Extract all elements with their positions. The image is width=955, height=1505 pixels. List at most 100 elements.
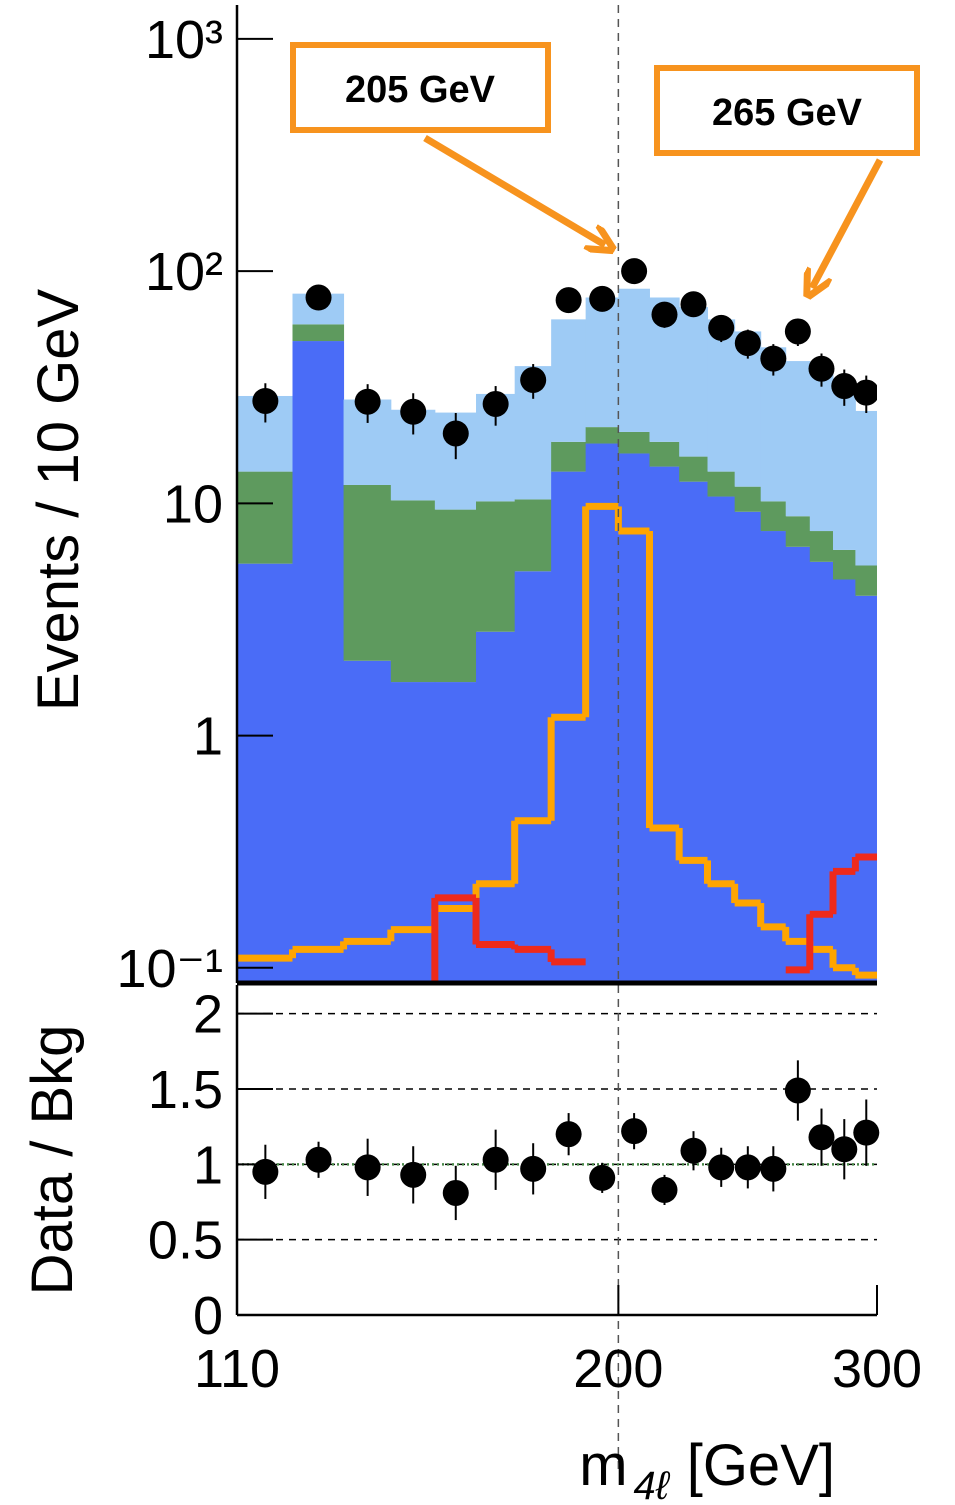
histogram-bar: [585, 427, 619, 444]
annotation-arrow: [423, 134, 605, 245]
histogram-bar: [514, 571, 552, 983]
x-tick-label: 200: [573, 1339, 663, 1399]
y-tick-label: 10²: [145, 242, 223, 302]
histogram-bar: [855, 595, 877, 983]
y-tick-label: 1.5: [148, 1060, 223, 1120]
y-tick-label: 1: [193, 707, 223, 767]
histogram-bar: [855, 565, 877, 596]
data-point: [621, 1118, 648, 1145]
histogram-bar: [707, 496, 736, 983]
y-tick-label: 10³: [145, 10, 223, 70]
data-point: [734, 330, 761, 357]
y-tick-label: 0.5: [148, 1211, 223, 1271]
data-point: [555, 287, 582, 314]
data-point: [853, 379, 877, 406]
histogram-bar: [292, 341, 345, 983]
data-point: [400, 398, 427, 425]
data-point: [482, 1146, 509, 1173]
histogram-bar: [809, 371, 834, 532]
annotation-box: [654, 65, 920, 156]
y-tick-label: 2: [193, 985, 223, 1045]
histogram-bar: [476, 501, 516, 632]
axes: 10³ 10² 10 1 10⁻¹ 0 0.5 1 1.5 2 110 200 300: [116, 5, 922, 1399]
x-tick-label: 110: [194, 1339, 280, 1399]
histogram-bar: [237, 563, 294, 983]
histogram-bar: [390, 500, 436, 683]
histogram-bar: [343, 484, 392, 661]
histogram-bar: [649, 441, 680, 467]
histogram-bar: [551, 319, 587, 442]
data-point: [734, 1154, 761, 1181]
histogram-bar: [707, 471, 736, 497]
histogram-bar: [476, 631, 516, 983]
data-point: [680, 1137, 707, 1164]
data-point: [589, 285, 616, 312]
data-point: [252, 1158, 279, 1185]
annotation: 265 GeV: [712, 92, 863, 134]
histogram-bar: [585, 297, 619, 428]
histogram-bar: [618, 288, 650, 432]
annotation-arrow: [812, 158, 884, 288]
histogram-bar: [618, 431, 650, 454]
data-point: [831, 1136, 858, 1163]
data-point: [853, 1119, 880, 1146]
histogram-bar: [785, 546, 811, 983]
data-point: [760, 345, 787, 372]
data-point: [482, 390, 509, 417]
data-point: [708, 1154, 735, 1181]
histogram-bar: [832, 549, 856, 580]
data-point: [708, 314, 735, 341]
histogram-bar: [434, 682, 477, 983]
data-point: [784, 1077, 811, 1104]
y-axis-title: Events / 10 GeV: [26, 289, 91, 712]
histogram-bar: [679, 481, 709, 983]
data-point: [589, 1164, 616, 1191]
y-tick-label: 1: [193, 1135, 223, 1195]
histogram-bar: [292, 324, 345, 342]
histogram-bar: [514, 499, 552, 572]
histogram-bar: [618, 453, 650, 983]
histogram-bar: [760, 501, 787, 532]
data-point: [400, 1161, 427, 1188]
data-point: [808, 355, 835, 382]
data-point: [808, 1124, 835, 1151]
x-axis-title-unit: [GeV]: [687, 1433, 835, 1498]
data-point: [305, 284, 332, 311]
histogram-bar: [237, 471, 294, 564]
data-point: [760, 1155, 787, 1182]
data-point: [305, 1146, 332, 1173]
x-axis-title-sub: 4ℓ: [634, 1464, 671, 1500]
data-point: [354, 1154, 381, 1181]
annotation: 205 GeV: [345, 69, 496, 111]
histogram-bar: [390, 682, 436, 983]
histogram-bar: [707, 319, 736, 472]
histogram-bar: [649, 466, 680, 983]
y-axis-title: Data / Bkg: [20, 1025, 85, 1296]
data-point: [651, 1176, 678, 1203]
y-tick-label: 10: [163, 474, 223, 534]
histogram-bar: [760, 531, 787, 983]
histogram-bar: [734, 486, 762, 512]
upper-plot: [237, 5, 877, 983]
ratio-plot: [237, 985, 880, 1475]
x-axis-title: m 4ℓ [GeV]: [579, 1433, 835, 1500]
histogram-bar: [679, 456, 709, 482]
histogram-bar: [585, 443, 619, 983]
data-point: [442, 1179, 469, 1206]
histogram-bar: [434, 509, 477, 683]
data-point: [520, 366, 547, 393]
histogram-bar: [785, 361, 811, 517]
y-tick-label: 0: [193, 1286, 223, 1346]
x-axis-title-main: m: [579, 1433, 627, 1498]
data-point: [252, 387, 279, 414]
histogram-bar: [809, 561, 834, 983]
data-point: [520, 1155, 547, 1182]
y-tick-label: 10⁻¹: [116, 939, 223, 999]
data-point: [680, 291, 707, 318]
histogram-bar: [551, 441, 587, 472]
histogram-bar: [832, 579, 856, 983]
data-point: [555, 1121, 582, 1148]
annotation-box: [290, 42, 551, 133]
data-point: [784, 318, 811, 345]
